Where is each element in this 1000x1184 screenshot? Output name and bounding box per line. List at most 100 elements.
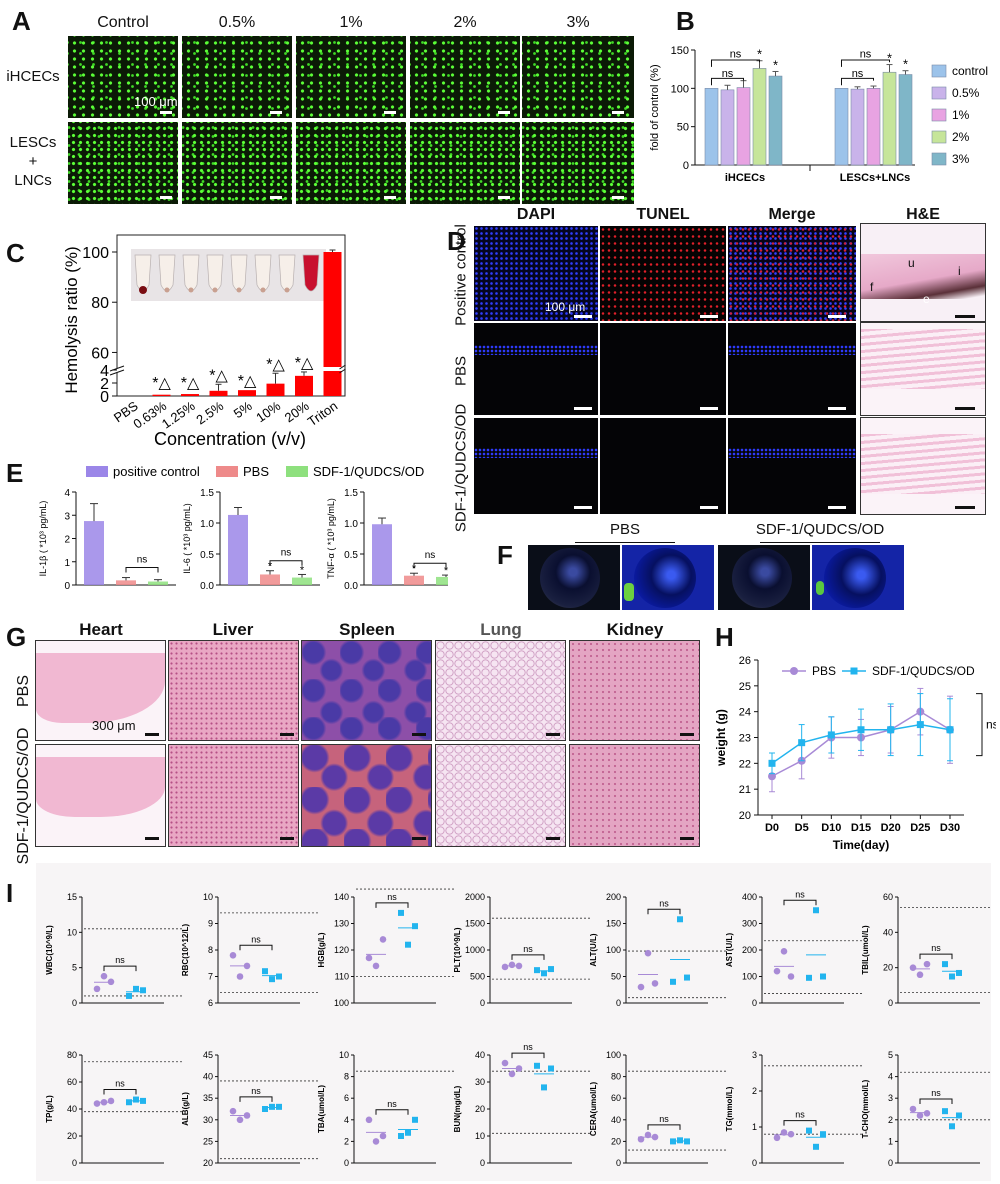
x-axis-label: Time(day) (833, 838, 889, 852)
y-tick-label: 50 (611, 972, 621, 982)
ns-label: ns (795, 1110, 805, 1120)
ns-bracket (919, 1098, 953, 1104)
row-label-wrap: PBS (12, 641, 36, 741)
ns-bracket (103, 1089, 137, 1095)
y-tick-label: 4 (64, 488, 70, 499)
data-point (107, 1097, 115, 1105)
y-tick-label: 1500 (465, 919, 485, 929)
y-tick-label: 21 (739, 784, 751, 796)
micrograph (435, 744, 566, 847)
x-tick-label: 1.25% (159, 398, 198, 432)
data-point (806, 974, 812, 981)
y-tick-label: 9 (208, 919, 213, 929)
group-line (575, 542, 675, 543)
y-axis-label: CERA(umol/L) (589, 1082, 598, 1137)
row-label-wrap: SDF-1/QUDCS/OD (12, 728, 36, 865)
scale-bar (700, 315, 718, 318)
data-point (806, 1127, 812, 1134)
y-tick-label: 40 (475, 1050, 485, 1060)
bar (436, 576, 448, 585)
scale-bar (700, 506, 718, 509)
micrograph (474, 418, 598, 514)
y-axis-label: TG(mmol/L) (725, 1086, 734, 1131)
legend-label: 0.5% (952, 86, 980, 100)
bar (260, 574, 280, 585)
tube-pellet (139, 286, 147, 294)
significance-star: * (268, 561, 273, 573)
legend-swatch (216, 466, 238, 477)
significance-star: * (773, 57, 778, 72)
y-tick-label: 8 (344, 1072, 349, 1082)
x-tick-label: D15 (851, 822, 871, 834)
legend-swatch (931, 86, 947, 100)
data-point (126, 992, 132, 999)
scale-bar (955, 407, 975, 410)
y-tick-label: 0 (100, 389, 109, 406)
legend-label: PBS (812, 664, 836, 678)
panel-letter-d: D (447, 226, 466, 256)
ns-bracket (511, 1052, 545, 1059)
ns-label: ns (425, 550, 436, 561)
data-point (787, 973, 795, 980)
legend-label: SDF-1/QUDCS/OD (313, 464, 424, 479)
scale-label: 300 μm (92, 718, 136, 733)
tube (302, 254, 320, 292)
data-point (100, 972, 108, 980)
legend-label: PBS (243, 464, 269, 479)
tissue-band (728, 345, 856, 355)
data-point (773, 967, 781, 975)
scale-bar (498, 196, 510, 199)
bar (866, 88, 881, 166)
micrograph (728, 226, 856, 321)
x-tick-label: Triton (305, 398, 340, 429)
data-point (820, 1131, 826, 1138)
data-point (684, 974, 690, 981)
ns-bracket (647, 1124, 681, 1130)
tube (134, 254, 152, 292)
data-point (548, 1065, 554, 1072)
panel-letter-b: B (676, 6, 695, 36)
bar-break (321, 367, 344, 371)
y-tick-label: 2 (64, 535, 70, 546)
data-point (916, 721, 924, 729)
scale-bar (384, 196, 396, 199)
y-tick-label: 200 (742, 945, 757, 955)
bar (295, 375, 313, 396)
data-point (243, 962, 251, 970)
y-tick-label: 20 (883, 963, 893, 973)
micrograph (600, 226, 726, 321)
y-tick-label: 40 (67, 1104, 77, 1114)
significance-star: * (412, 563, 417, 575)
y-tick-label: 2 (888, 1115, 893, 1125)
y-tick-label: 40 (611, 1115, 621, 1125)
y-tick-label: 2000 (465, 892, 485, 902)
bar (148, 581, 168, 585)
y-tick-label: 1.0 (344, 519, 358, 530)
y-tick-label: 100 (606, 1050, 621, 1060)
bar (152, 394, 171, 396)
x-tick-label: D0 (765, 822, 779, 834)
scale-bar (280, 837, 294, 840)
y-tick-label: 0.0 (344, 581, 358, 592)
ns-label: ns (251, 1086, 261, 1096)
micrograph (522, 122, 634, 204)
col-header: Merge (768, 206, 816, 223)
data-point (773, 1134, 781, 1142)
bar (228, 514, 248, 585)
data-point (942, 1108, 948, 1115)
y-tick-label: 200 (606, 892, 621, 902)
y-tick-label: 3 (888, 1093, 893, 1103)
col-header: 1% (339, 14, 363, 31)
bar (882, 71, 897, 166)
ns-label: ns (722, 68, 734, 80)
y-tick-label: 140 (334, 892, 349, 902)
data-point (262, 968, 268, 975)
data-point (269, 1103, 275, 1110)
y-tick-label: 60 (91, 345, 109, 362)
micrograph (600, 323, 726, 415)
data-point (637, 1135, 645, 1143)
y-tick-label: 40 (203, 1072, 213, 1082)
y-axis-label: AST(U/L) (725, 933, 734, 968)
y-tick-label: 3 (752, 1050, 757, 1060)
